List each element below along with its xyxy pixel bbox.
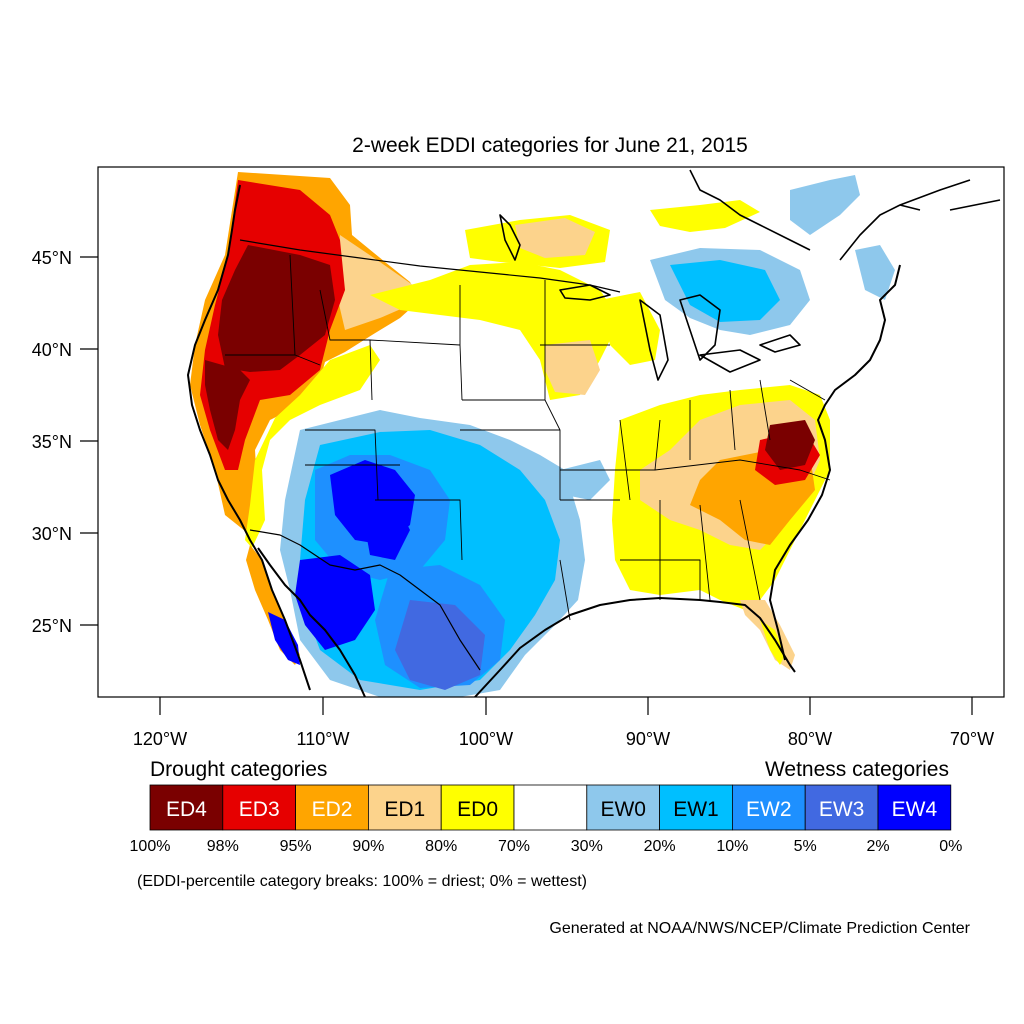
- lat-tick-label: 40°N: [32, 340, 72, 360]
- latitude-axis: 45°N 40°N 35°N 30°N 25°N: [32, 248, 98, 636]
- region-ed0-great-lakes: [600, 292, 660, 365]
- legend-swatch-ew4: [877, 784, 952, 831]
- coastline-atlantic: [769, 264, 901, 661]
- map-frame: [97, 166, 1005, 698]
- legend-break-label: 100%: [130, 838, 171, 855]
- lat-tick-label: 35°N: [32, 432, 72, 452]
- region-ed4-baja: [268, 612, 300, 665]
- lat-tick-label: 45°N: [32, 248, 72, 268]
- region-ed4-california: [205, 360, 250, 450]
- legend-break-label: 30%: [571, 838, 603, 855]
- region-ed4-northwest: [218, 245, 335, 372]
- lon-tick-label: 90°W: [626, 729, 670, 749]
- legend-category-label: EW4: [892, 798, 938, 821]
- legend-break-label: 95%: [280, 838, 312, 855]
- legend-color-bar: [149, 784, 952, 831]
- region-ew1-great-lakes: [670, 260, 780, 322]
- state-lines: [225, 254, 831, 621]
- legend-break-label: 2%: [866, 838, 889, 855]
- region-ed0-west-fringe: [245, 345, 380, 548]
- map-plot-area: [98, 167, 1004, 697]
- legend-break-labels: 100% 98% 95% 90% 80% 70% 30% 20% 10% 5% 2% 0%: [130, 838, 963, 855]
- great-lakes-outline: [559, 284, 801, 381]
- category-regions: [190, 172, 895, 697]
- legend-swatch-ew3: [804, 784, 879, 831]
- region-ed1-canada-north: [515, 218, 595, 258]
- region-ed1-minnesota: [545, 340, 600, 395]
- border-mexico: [249, 529, 481, 671]
- region-ed0-florida: [760, 620, 785, 665]
- legend-swatch-ed4: [149, 784, 224, 831]
- legend-category-label: EW0: [600, 798, 646, 821]
- legend-swatch-ed0: [440, 784, 515, 831]
- legend-break-label: 70%: [498, 838, 530, 855]
- region-ew4-arizona: [295, 555, 375, 650]
- legend-category-label: EW2: [746, 798, 792, 821]
- legend-break-label: 20%: [644, 838, 676, 855]
- legend-break-label: 5%: [794, 838, 817, 855]
- legend-swatch-ed2: [295, 784, 369, 831]
- legend-category-label: ED3: [239, 798, 280, 821]
- region-ew3-texas: [395, 600, 485, 690]
- legend-drought-heading: Drought categories: [150, 758, 327, 781]
- legend-swatch-neutral: [513, 784, 588, 831]
- lon-tick-label: 80°W: [788, 729, 832, 749]
- legend-break-label: 80%: [425, 838, 457, 855]
- legend-swatch-ed3: [222, 784, 297, 831]
- legend-category-label: ED1: [384, 798, 425, 821]
- legend-category-label: ED0: [457, 798, 498, 821]
- legend-swatch-ew0: [586, 784, 660, 831]
- lon-tick-label: 100°W: [459, 729, 513, 749]
- border-canada: [239, 239, 621, 293]
- map-title: 2-week EDDI categories for June 21, 2015: [352, 134, 748, 157]
- lon-tick-label: 70°W: [950, 729, 994, 749]
- coastline-west: [187, 184, 311, 691]
- legend-category-label: ED4: [166, 798, 207, 821]
- legend: Drought categories Wetness categories ED…: [130, 758, 963, 890]
- legend-category-label: EW3: [819, 798, 865, 821]
- legend-swatch-ew1: [659, 784, 733, 831]
- canada-shore: [689, 169, 1001, 261]
- legend-break-label: 98%: [207, 838, 239, 855]
- credit-line: Generated at NOAA/NWS/NCEP/Climate Predi…: [549, 920, 970, 937]
- region-ew4-new-mexico: [360, 500, 410, 560]
- lake-winnipeg: [499, 214, 521, 261]
- lat-tick-label: 25°N: [32, 616, 72, 636]
- legend-category-label: EW1: [673, 798, 719, 821]
- legend-swatch-ew2: [732, 784, 806, 831]
- region-ew0-quebec: [790, 175, 860, 235]
- legend-break-label: 0%: [939, 838, 962, 855]
- legend-wetness-heading: Wetness categories: [765, 758, 949, 781]
- lat-tick-label: 30°N: [32, 524, 72, 544]
- region-ed4-virginia: [765, 420, 815, 470]
- lon-tick-label: 110°W: [297, 729, 350, 749]
- legend-break-label: 90%: [352, 838, 384, 855]
- coastline-and-borders: [187, 169, 1001, 697]
- legend-box-labels: ED4 ED3 ED2 ED1 ED0 EW0 EW1 EW2 EW3 EW4: [166, 798, 937, 821]
- coastline-baja-gulf: [257, 547, 366, 697]
- longitude-axis: 120°W 110°W 100°W 90°W 80°W 70°W: [133, 697, 994, 749]
- region-ed0-ontario: [650, 200, 760, 232]
- legend-note: (EDDI-percentile category breaks: 100% =…: [137, 873, 587, 890]
- legend-break-label: 10%: [716, 838, 748, 855]
- lon-tick-label: 120°W: [133, 729, 187, 749]
- region-ew0-maine: [855, 245, 895, 300]
- legend-category-label: ED2: [312, 798, 353, 821]
